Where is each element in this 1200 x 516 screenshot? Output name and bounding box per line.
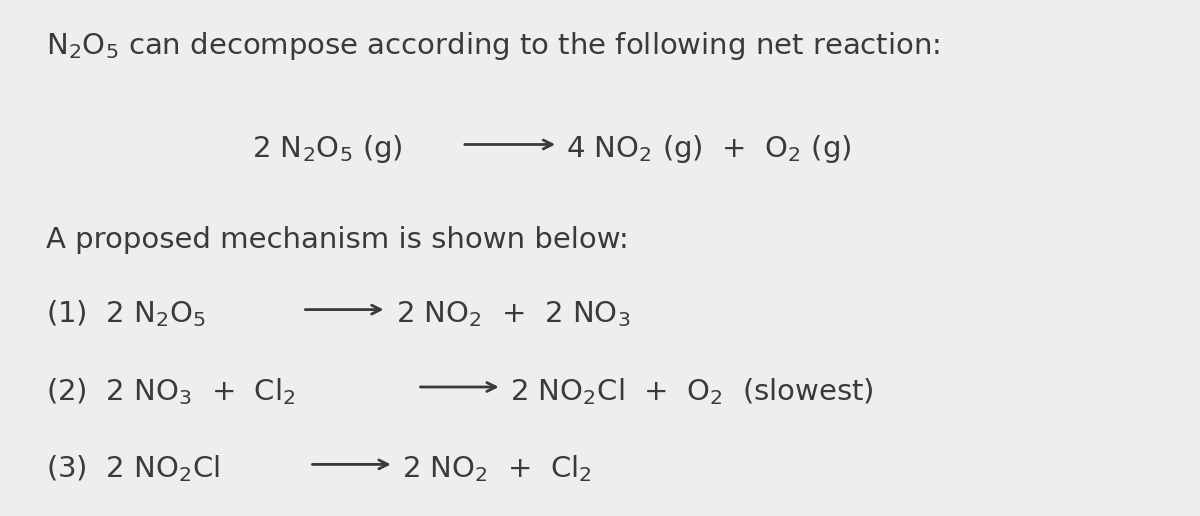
Text: $\mathregular{2\ NO_2Cl}$  +  $\mathregular{O_2}$  (slowest): $\mathregular{2\ NO_2Cl}$ + $\mathregula… [510,376,874,407]
Text: $\mathregular{4\ NO_2}$ (g)  +  $\mathregular{O_2}$ (g): $\mathregular{4\ NO_2}$ (g) + $\mathregu… [566,133,852,166]
Text: A proposed mechanism is shown below:: A proposed mechanism is shown below: [46,225,629,254]
Text: (2)  $\mathregular{2\ NO_3}$  +  $\mathregular{Cl_2}$: (2) $\mathregular{2\ NO_3}$ + $\mathregu… [46,376,295,407]
Text: $\mathregular{2\ NO_2}$  +  $\mathregular{Cl_2}$: $\mathregular{2\ NO_2}$ + $\mathregular{… [402,453,592,484]
Text: $\mathregular{2\ NO_2}$  +  $\mathregular{2\ NO_3}$: $\mathregular{2\ NO_2}$ + $\mathregular{… [396,299,630,329]
Text: (1)  $\mathregular{2\ N_2O_5}$: (1) $\mathregular{2\ N_2O_5}$ [46,298,205,329]
Text: $\mathregular{2\ N_2O_5}$ (g): $\mathregular{2\ N_2O_5}$ (g) [252,133,403,166]
Text: $\mathregular{N_2O_5}$ can decompose according to the following net reaction:: $\mathregular{N_2O_5}$ can decompose acc… [46,30,940,62]
Text: (3)  $\mathregular{2\ NO_2Cl}$: (3) $\mathregular{2\ NO_2Cl}$ [46,453,220,484]
